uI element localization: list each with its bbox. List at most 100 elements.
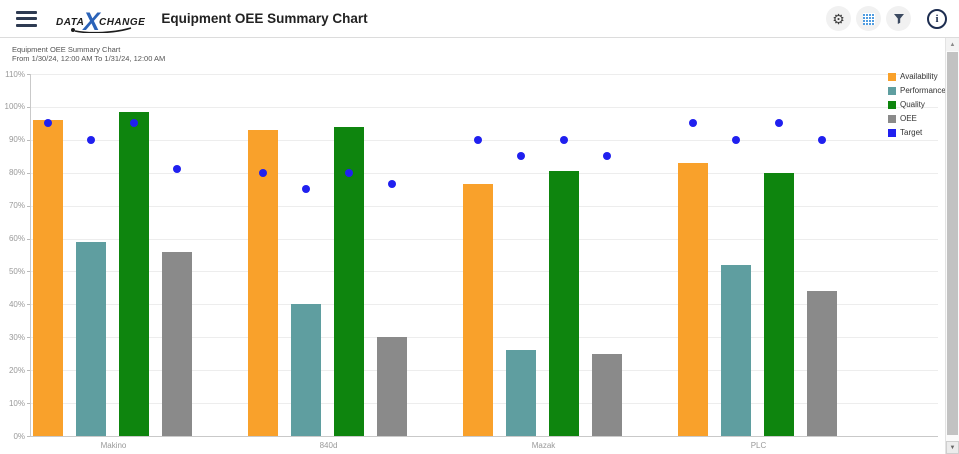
legend-item-target[interactable]: Target bbox=[888, 128, 946, 137]
y-axis-label: 0% bbox=[13, 431, 25, 441]
page-title: Equipment OEE Summary Chart bbox=[161, 11, 368, 26]
chart-bar-performance-840d[interactable] bbox=[291, 304, 321, 436]
y-axis-label: 80% bbox=[8, 168, 25, 178]
target-dot-quality-mazak[interactable] bbox=[560, 135, 568, 144]
legend-item-performance[interactable]: Performance bbox=[888, 86, 946, 95]
target-dot-availability-mazak[interactable] bbox=[474, 135, 482, 144]
logo-swoosh bbox=[71, 26, 132, 33]
plot-area: 0% 10% 20% 30% 40% 50% 60% 70% 80% 90% 100% 110% Mak… bbox=[0, 39, 945, 454]
chart-subtitle: From 1/30/24, 12:00 AM To 1/31/24, 12:00… bbox=[12, 54, 166, 63]
chart-bar-availability-makino[interactable] bbox=[33, 120, 63, 436]
y-axis-line bbox=[30, 74, 31, 436]
target-dot-quality-makino[interactable] bbox=[130, 119, 138, 128]
legend-label: Target bbox=[900, 128, 923, 137]
chart-bar-quality-mazak[interactable] bbox=[549, 171, 579, 436]
chart-legend: Availability Performance Quality OEE Target bbox=[888, 72, 946, 142]
y-axis-label: 50% bbox=[8, 266, 25, 276]
header-actions: ⚙ i bbox=[821, 6, 947, 31]
app-header: DATA X CHANGE Equipment OEE Summary Char… bbox=[0, 0, 959, 38]
chart-bar-oee-plc[interactable] bbox=[807, 291, 837, 436]
y-axis-tick bbox=[27, 304, 30, 306]
y-grid-line bbox=[31, 106, 938, 108]
chart-bar-quality-plc[interactable] bbox=[764, 172, 794, 436]
legend-item-quality[interactable]: Quality bbox=[888, 100, 946, 109]
chart-bar-oee-mazak[interactable] bbox=[592, 353, 622, 436]
legend-label: Performance bbox=[900, 86, 946, 95]
y-grid-line bbox=[31, 172, 938, 174]
y-axis-label: 70% bbox=[8, 201, 25, 211]
x-axis-line bbox=[30, 436, 938, 437]
logo-x-mark: X bbox=[83, 7, 100, 36]
legend-swatch bbox=[888, 100, 896, 109]
legend-label: Quality bbox=[900, 100, 925, 109]
target-dot-quality-840d[interactable] bbox=[345, 168, 353, 177]
legend-item-availability[interactable]: Availability bbox=[888, 72, 946, 81]
chart-bar-quality-840d[interactable] bbox=[334, 126, 364, 436]
target-dot-performance-840d[interactable] bbox=[302, 185, 310, 194]
scroll-up-arrow-icon[interactable]: ▲ bbox=[946, 38, 959, 51]
chart-bar-performance-mazak[interactable] bbox=[506, 350, 536, 436]
target-dot-performance-plc[interactable] bbox=[732, 135, 740, 144]
filter-button[interactable] bbox=[886, 6, 911, 31]
x-axis-label: Makino bbox=[100, 441, 127, 450]
chart-bar-performance-plc[interactable] bbox=[721, 264, 751, 436]
y-axis-label: 100% bbox=[4, 102, 25, 112]
chart-bar-performance-makino[interactable] bbox=[76, 241, 106, 436]
y-axis-tick bbox=[27, 436, 30, 437]
y-axis-tick bbox=[27, 139, 30, 141]
chart-panel: Equipment OEE Summary Chart From 1/30/24… bbox=[0, 39, 946, 454]
legend-label: OEE bbox=[900, 114, 917, 123]
y-axis-label: 90% bbox=[8, 135, 25, 145]
chart-bar-availability-plc[interactable] bbox=[678, 162, 708, 436]
chart-bar-oee-makino[interactable] bbox=[162, 251, 192, 436]
target-dot-availability-makino[interactable] bbox=[44, 119, 52, 128]
x-axis-label: Mazak bbox=[531, 441, 556, 450]
hamburger-menu-icon[interactable] bbox=[16, 7, 38, 30]
scrollbar-thumb[interactable] bbox=[947, 52, 958, 435]
target-dot-oee-plc[interactable] bbox=[818, 135, 826, 144]
scroll-down-arrow-icon[interactable]: ▼ bbox=[946, 441, 959, 454]
chart-bar-oee-840d[interactable] bbox=[377, 337, 407, 436]
target-dot-oee-makino[interactable] bbox=[173, 165, 181, 174]
info-icon: i bbox=[935, 12, 939, 25]
chart-bar-availability-mazak[interactable] bbox=[463, 184, 493, 436]
y-grid-line bbox=[31, 74, 938, 75]
target-dot-quality-plc[interactable] bbox=[775, 119, 783, 128]
y-axis-tick bbox=[27, 172, 30, 174]
y-axis-label: 40% bbox=[8, 299, 25, 309]
y-axis-tick bbox=[27, 74, 30, 75]
y-axis-label: 10% bbox=[8, 398, 25, 408]
target-dot-oee-mazak[interactable] bbox=[603, 152, 611, 161]
legend-swatch bbox=[888, 128, 896, 137]
funnel-icon bbox=[893, 13, 904, 24]
y-axis-tick bbox=[27, 205, 30, 207]
y-axis-tick bbox=[27, 403, 30, 405]
table-view-button[interactable] bbox=[856, 6, 881, 31]
x-axis-label: 840d bbox=[319, 441, 338, 450]
legend-item-oee[interactable]: OEE bbox=[888, 114, 946, 123]
settings-button[interactable]: ⚙ bbox=[826, 6, 851, 31]
chart-bar-quality-makino[interactable] bbox=[119, 111, 149, 436]
y-axis-tick bbox=[27, 337, 30, 339]
gear-icon: ⚙ bbox=[832, 10, 845, 27]
y-axis-tick bbox=[27, 271, 30, 273]
target-dot-oee-840d[interactable] bbox=[388, 180, 396, 189]
logo-text-change: CHANGE bbox=[98, 16, 146, 28]
brand-logo: DATA X CHANGE bbox=[56, 4, 145, 34]
info-button[interactable]: i bbox=[927, 8, 947, 29]
target-dot-performance-makino[interactable] bbox=[87, 135, 95, 144]
legend-label: Availability bbox=[900, 72, 938, 81]
chart-bar-availability-840d[interactable] bbox=[248, 129, 278, 436]
target-dot-performance-mazak[interactable] bbox=[517, 152, 525, 161]
y-axis-label: 60% bbox=[8, 234, 25, 244]
legend-swatch bbox=[888, 114, 896, 123]
y-axis-label: 30% bbox=[8, 332, 25, 342]
y-axis-tick bbox=[27, 370, 30, 372]
x-axis-label: PLC bbox=[750, 441, 767, 450]
target-dot-availability-plc[interactable] bbox=[689, 119, 697, 128]
vertical-scrollbar[interactable]: ▲ ▼ bbox=[945, 38, 959, 454]
legend-swatch bbox=[888, 86, 896, 95]
target-dot-availability-840d[interactable] bbox=[259, 168, 267, 177]
legend-swatch bbox=[888, 72, 896, 81]
y-axis-label: 20% bbox=[8, 365, 25, 375]
